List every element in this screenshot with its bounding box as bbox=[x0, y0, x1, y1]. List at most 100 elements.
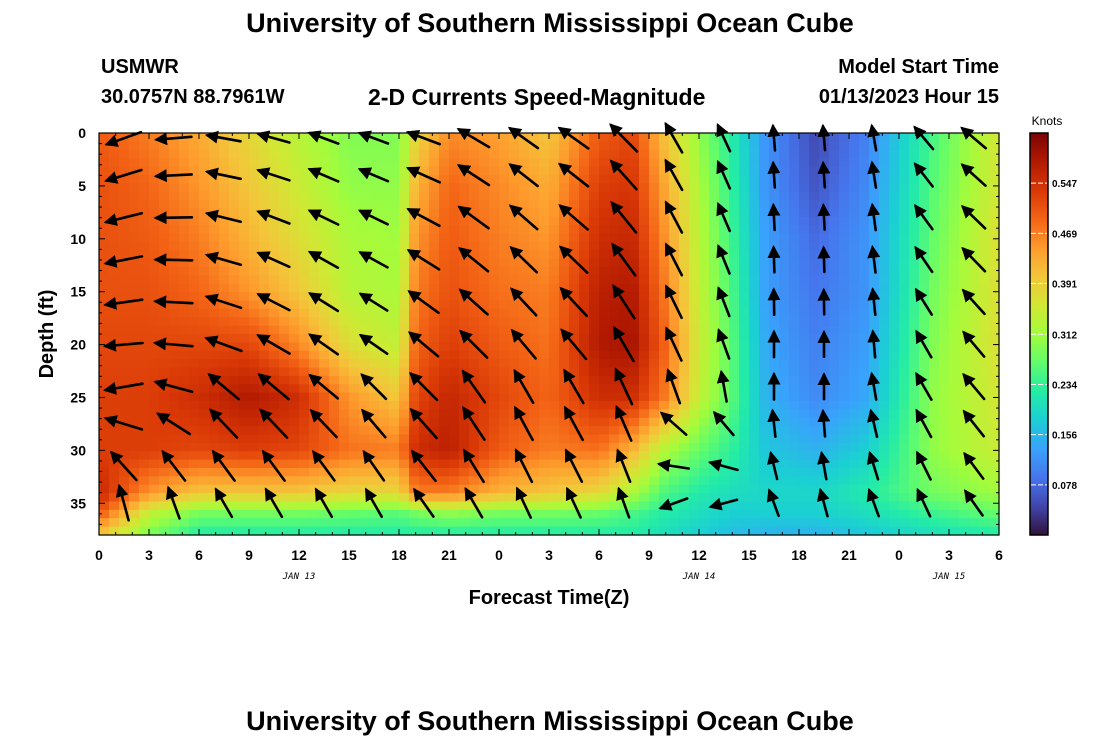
heatmap-cell bbox=[799, 442, 810, 452]
heatmap-cell bbox=[639, 158, 650, 168]
heatmap-cell bbox=[229, 334, 240, 343]
heatmap-cell bbox=[979, 417, 990, 427]
heatmap-cell bbox=[319, 283, 330, 293]
heatmap-cell bbox=[529, 375, 540, 385]
current-vector bbox=[767, 245, 781, 274]
heatmap-cell bbox=[479, 216, 490, 226]
heatmap-cell bbox=[969, 401, 980, 410]
heatmap-cell bbox=[409, 200, 420, 209]
heatmap-cell bbox=[239, 258, 250, 268]
heatmap-cell bbox=[419, 501, 430, 511]
heatmap-cell bbox=[519, 233, 530, 243]
heatmap-cell bbox=[269, 392, 280, 402]
heatmap-cell bbox=[909, 417, 920, 427]
heatmap-cell bbox=[319, 434, 330, 444]
heatmap-cell bbox=[359, 359, 370, 369]
heatmap-cell bbox=[549, 359, 560, 369]
heatmap-cell bbox=[849, 526, 860, 536]
heatmap-cell bbox=[939, 283, 950, 293]
heatmap-cell bbox=[339, 166, 350, 176]
heatmap-cell bbox=[759, 292, 770, 302]
heatmap-cell bbox=[789, 350, 800, 360]
heatmap-cell bbox=[119, 174, 130, 184]
heatmap-cell bbox=[929, 392, 940, 402]
heatmap-cell bbox=[159, 434, 170, 444]
heatmap-cell bbox=[429, 417, 440, 427]
heatmap-cell bbox=[829, 409, 840, 419]
heatmap-cell bbox=[779, 133, 790, 142]
heatmap-cell bbox=[339, 158, 350, 168]
heatmap-cell bbox=[569, 241, 580, 251]
heatmap-cell bbox=[749, 267, 760, 276]
heatmap-cell bbox=[409, 308, 420, 318]
current-vector bbox=[866, 450, 880, 481]
heatmap-cell bbox=[879, 334, 890, 343]
heatmap-cell bbox=[889, 468, 900, 477]
heatmap-cell bbox=[299, 342, 310, 352]
heatmap-cell bbox=[829, 509, 840, 519]
heatmap-cell bbox=[279, 359, 290, 369]
heatmap-cell bbox=[389, 200, 400, 209]
heatmap-cell bbox=[529, 149, 540, 159]
heatmap-cell bbox=[729, 292, 740, 302]
heatmap-cell bbox=[309, 392, 320, 402]
heatmap-cell bbox=[439, 308, 450, 318]
heatmap-cell bbox=[659, 174, 670, 184]
heatmap-cell bbox=[509, 275, 520, 285]
heatmap-cell bbox=[979, 292, 990, 302]
heatmap-cell bbox=[449, 325, 460, 335]
heatmap-cell bbox=[239, 484, 250, 494]
heatmap-cell bbox=[669, 317, 680, 327]
heatmap-cell bbox=[239, 459, 250, 469]
heatmap-cell bbox=[829, 166, 840, 176]
heatmap-cell bbox=[849, 493, 860, 503]
heatmap-cell bbox=[339, 526, 350, 536]
heatmap-cell bbox=[99, 459, 110, 469]
heatmap-cell bbox=[369, 250, 380, 260]
heatmap-cell bbox=[199, 275, 210, 285]
heatmap-cell bbox=[299, 149, 310, 159]
heatmap-cell bbox=[229, 350, 240, 360]
heatmap-cell bbox=[449, 241, 460, 251]
heatmap-cell bbox=[699, 191, 710, 201]
heatmap-cell bbox=[239, 375, 250, 385]
heatmap-cell bbox=[119, 216, 130, 226]
heatmap-cell bbox=[279, 275, 290, 285]
heatmap-cell bbox=[749, 359, 760, 369]
heatmap-cell bbox=[849, 216, 860, 226]
current-vector bbox=[508, 163, 539, 188]
heatmap-cell bbox=[839, 417, 850, 427]
heatmap-cell bbox=[429, 342, 440, 352]
heatmap-cell bbox=[809, 451, 820, 461]
heatmap-cell bbox=[919, 509, 930, 519]
heatmap-cell bbox=[879, 317, 890, 327]
heatmap-cell bbox=[319, 350, 330, 360]
heatmap-cell bbox=[659, 200, 670, 209]
heatmap-cell bbox=[199, 501, 210, 511]
heatmap-cell bbox=[199, 158, 210, 168]
heatmap-cell bbox=[279, 468, 290, 477]
heatmap-cell bbox=[219, 476, 230, 486]
heatmap-cell bbox=[559, 451, 570, 461]
heatmap-cell bbox=[189, 149, 200, 159]
heatmap-cell bbox=[99, 451, 110, 461]
heatmap-cell bbox=[689, 468, 700, 477]
heatmap-cell bbox=[389, 174, 400, 184]
heatmap-cell bbox=[289, 334, 300, 343]
heatmap-cell bbox=[279, 233, 290, 243]
heatmap-cell bbox=[239, 342, 250, 352]
heatmap-cell bbox=[349, 518, 360, 528]
heatmap-cell bbox=[479, 459, 490, 469]
heatmap-cell bbox=[239, 283, 250, 293]
heatmap-cell bbox=[199, 409, 210, 419]
heatmap-cell bbox=[829, 258, 840, 268]
heatmap-cell bbox=[269, 250, 280, 260]
heatmap-cell bbox=[419, 250, 430, 260]
heatmap-cell bbox=[909, 133, 920, 142]
heatmap-cell bbox=[779, 225, 790, 235]
heatmap-cell bbox=[399, 325, 410, 335]
heatmap-cell bbox=[659, 384, 670, 394]
heatmap-cell bbox=[659, 325, 670, 335]
heatmap-cell bbox=[969, 509, 980, 519]
heatmap-cell bbox=[339, 459, 350, 469]
